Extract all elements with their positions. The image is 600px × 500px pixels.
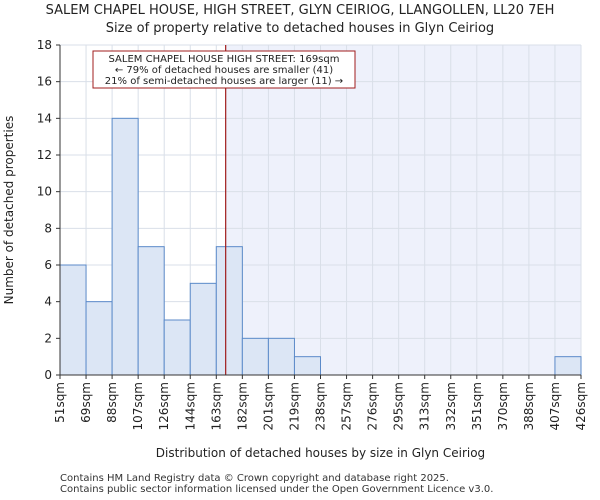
x-tick-label: 351sqm xyxy=(470,382,484,430)
bar-219sqm xyxy=(293,356,322,376)
x-tick-label: 163sqm xyxy=(209,382,223,430)
x-tick-label: 107sqm xyxy=(131,382,145,430)
x-tick-label: 295sqm xyxy=(392,382,406,430)
x-axis-label: Distribution of detached houses by size … xyxy=(156,446,485,460)
x-tick-label: 219sqm xyxy=(287,382,301,430)
x-tick-label: 126sqm xyxy=(157,382,171,430)
bar-407sqm xyxy=(554,356,582,376)
y-tick-label: 12 xyxy=(37,148,52,162)
bar-107sqm xyxy=(137,246,165,376)
annotation-line-3: 21% of semi-detached houses are larger (… xyxy=(105,76,343,87)
y-tick-label: 4 xyxy=(44,295,52,309)
x-tick-label: 313sqm xyxy=(418,382,432,430)
x-tick-label: 276sqm xyxy=(366,382,380,430)
x-tick-label: 69sqm xyxy=(79,382,93,423)
chart-subtitle: Size of property relative to detached ho… xyxy=(105,21,495,36)
x-tick-label: 51sqm xyxy=(53,382,67,423)
x-tick-label: 388sqm xyxy=(522,382,536,430)
annotation-box xyxy=(92,50,356,89)
bar-201sqm xyxy=(267,337,295,376)
bar-163sqm xyxy=(215,246,243,376)
larger-region-background xyxy=(225,45,582,375)
bar-51sqm xyxy=(59,264,87,376)
x-tick-label: 88sqm xyxy=(105,382,119,423)
chart-title: SALEM CHAPEL HOUSE, HIGH STREET, GLYN CE… xyxy=(45,3,555,18)
bar-182sqm xyxy=(241,337,269,376)
x-tick-label: 201sqm xyxy=(261,382,275,430)
y-tick-label: 16 xyxy=(37,75,52,89)
bar-144sqm xyxy=(189,282,217,376)
x-tick-label: 238sqm xyxy=(314,382,328,430)
footer-licence: Contains public sector information licen… xyxy=(60,484,494,495)
x-tick-label: 332sqm xyxy=(444,382,458,430)
y-axis-label: Number of detached properties xyxy=(2,116,16,305)
bar-69sqm xyxy=(85,301,113,376)
x-tick-label: 407sqm xyxy=(548,382,562,430)
annotation-line-2: ← 79% of detached houses are smaller (41… xyxy=(115,65,333,76)
y-tick-label: 14 xyxy=(37,111,52,125)
x-tick-label: 257sqm xyxy=(340,382,354,430)
footer-copyright: Contains HM Land Registry data © Crown c… xyxy=(60,473,449,484)
y-tick-label: 8 xyxy=(44,221,52,235)
x-tick-label: 182sqm xyxy=(235,382,249,430)
x-tick-label: 370sqm xyxy=(496,382,510,430)
y-tick-label: 10 xyxy=(37,185,52,199)
annotation-line-1: SALEM CHAPEL HOUSE HIGH STREET: 169sqm xyxy=(109,54,340,65)
y-tick-label: 2 xyxy=(44,331,52,345)
y-tick-label: 18 xyxy=(37,38,52,52)
x-tick-label: 426sqm xyxy=(574,382,588,430)
bar-88sqm xyxy=(111,117,139,376)
x-tick-label: 144sqm xyxy=(183,382,197,430)
y-tick-label: 6 xyxy=(44,258,52,272)
bar-126sqm xyxy=(163,319,191,376)
y-tick-label: 0 xyxy=(44,368,52,382)
